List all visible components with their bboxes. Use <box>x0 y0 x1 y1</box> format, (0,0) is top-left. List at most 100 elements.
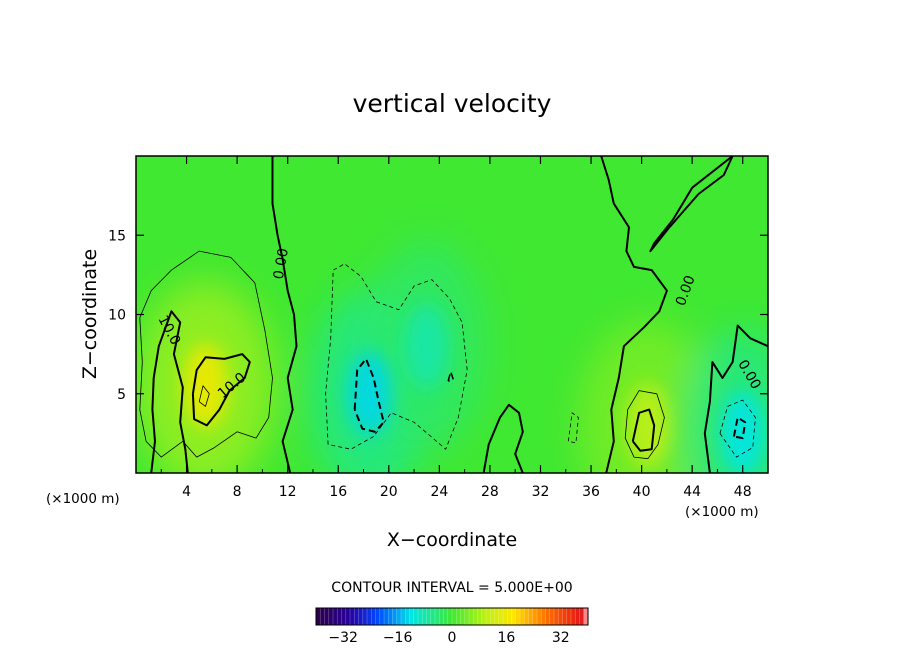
colorbar-cell <box>477 608 483 625</box>
contour-neg-ten <box>447 370 455 382</box>
colorbar-cell <box>481 608 487 625</box>
colorbar-cell <box>396 608 402 625</box>
colorbar-cell <box>392 608 398 625</box>
contour-zero <box>150 310 189 473</box>
colorbar-cell <box>511 608 517 625</box>
colorbar-cell <box>367 608 372 625</box>
colorbar-cell <box>583 608 589 625</box>
colorbar-cell <box>575 608 581 625</box>
colorbar-cell <box>579 608 585 625</box>
contour-neg-five <box>719 399 756 458</box>
colorbar-cell <box>439 608 445 625</box>
colorbar-cell <box>316 608 321 625</box>
colorbar-cell <box>469 608 474 625</box>
colorbar-cell <box>473 608 479 625</box>
colorbar-tick-label: −16 <box>383 630 413 646</box>
x-axis-label: X−coordinate <box>387 529 517 551</box>
x-tick-label: 8 <box>233 484 242 500</box>
colorbar-cell <box>333 608 338 625</box>
x-tick-label: 24 <box>430 484 448 500</box>
colorbar-cell <box>430 608 436 625</box>
colorbar-cell <box>443 608 449 625</box>
contour-neg-ten <box>732 416 747 440</box>
colorbar-cell <box>498 608 504 625</box>
x-tick-label: 28 <box>481 484 499 500</box>
contour-five <box>198 385 210 407</box>
chart-title: vertical velocity <box>353 89 552 118</box>
colorbar-cell <box>460 608 466 625</box>
contour-five <box>624 390 665 460</box>
colorbar-cell <box>494 608 500 625</box>
colorbar-cell <box>456 608 462 625</box>
x-tick-label: 16 <box>329 484 347 500</box>
colorbar-cell <box>405 608 411 625</box>
updraft-core <box>183 343 228 428</box>
x-tick-label: 44 <box>683 484 701 500</box>
contour-ten <box>191 353 251 427</box>
colorbar-cell <box>345 608 351 625</box>
contour-neg-ten <box>353 357 385 433</box>
contour-zero <box>703 324 768 473</box>
colorbar-cell <box>571 608 576 625</box>
colorbar-cell <box>464 608 470 625</box>
colorbar-cell <box>562 608 568 625</box>
contour-neg-five <box>567 412 579 444</box>
downdraft-core <box>347 351 392 436</box>
colorbar-cell <box>426 608 432 625</box>
y-tick-label: 5 <box>117 387 126 403</box>
colorbar-cell <box>490 608 496 625</box>
colorbar-cell <box>337 608 343 625</box>
colorbar-cell <box>384 608 389 625</box>
colorbar-cell <box>507 608 513 625</box>
colorbar-cell <box>350 608 355 625</box>
downdraft-core <box>404 304 449 389</box>
colorbar-tick-label: 16 <box>497 630 515 646</box>
x-unit-right: (×1000 m) <box>685 504 759 520</box>
colorbar-cell <box>452 608 457 625</box>
contour-zero <box>600 156 668 473</box>
x-tick-label: 40 <box>633 484 651 500</box>
colorbar-cell <box>545 608 551 625</box>
x-tick-label: 12 <box>279 484 297 500</box>
colorbar-cell <box>375 608 381 625</box>
contour-ten <box>631 408 656 452</box>
colorbar-cell <box>341 608 347 625</box>
x-unit-left: (×1000 m) <box>46 491 120 507</box>
contour-lines <box>139 156 768 473</box>
colorbar-cell <box>413 608 419 625</box>
colorbar-cell <box>435 608 440 625</box>
colorbar-tick-label: 0 <box>448 630 457 646</box>
x-tick-label: 48 <box>734 484 752 500</box>
colorbar-cell <box>541 608 547 625</box>
contour-label: 0.00 <box>271 247 292 280</box>
colorbar-cell <box>554 608 559 625</box>
colorbar-cell <box>549 608 555 625</box>
colorbar-cell <box>558 608 564 625</box>
colorbar-cell <box>354 608 360 625</box>
colorbar-cell <box>515 608 521 625</box>
colorbar-tick-label: 32 <box>552 630 570 646</box>
colorbar-cell <box>486 608 491 625</box>
contour-zero <box>649 156 734 253</box>
x-tick-label: 32 <box>532 484 550 500</box>
x-tick-label: 20 <box>380 484 398 500</box>
colorbar-cell <box>388 608 394 625</box>
contour-zero <box>482 403 524 473</box>
colorbar-cell <box>532 608 538 625</box>
colorbar-cell <box>324 608 330 625</box>
colorbar-cell <box>362 608 368 625</box>
colorbar-cell <box>528 608 534 625</box>
colorbar-cell <box>328 608 334 625</box>
colorbar-cell <box>379 608 385 625</box>
x-tick-label: 4 <box>182 484 191 500</box>
y-tick-label: 15 <box>108 228 126 244</box>
colorbar-frame <box>315 607 589 626</box>
colorbar-cell <box>409 608 415 625</box>
colorbar-cell <box>524 608 530 625</box>
colorbar: −32 −16 0 16 32 <box>315 607 589 646</box>
colorbar-cell <box>320 608 326 625</box>
x-tick-label: 36 <box>582 484 600 500</box>
